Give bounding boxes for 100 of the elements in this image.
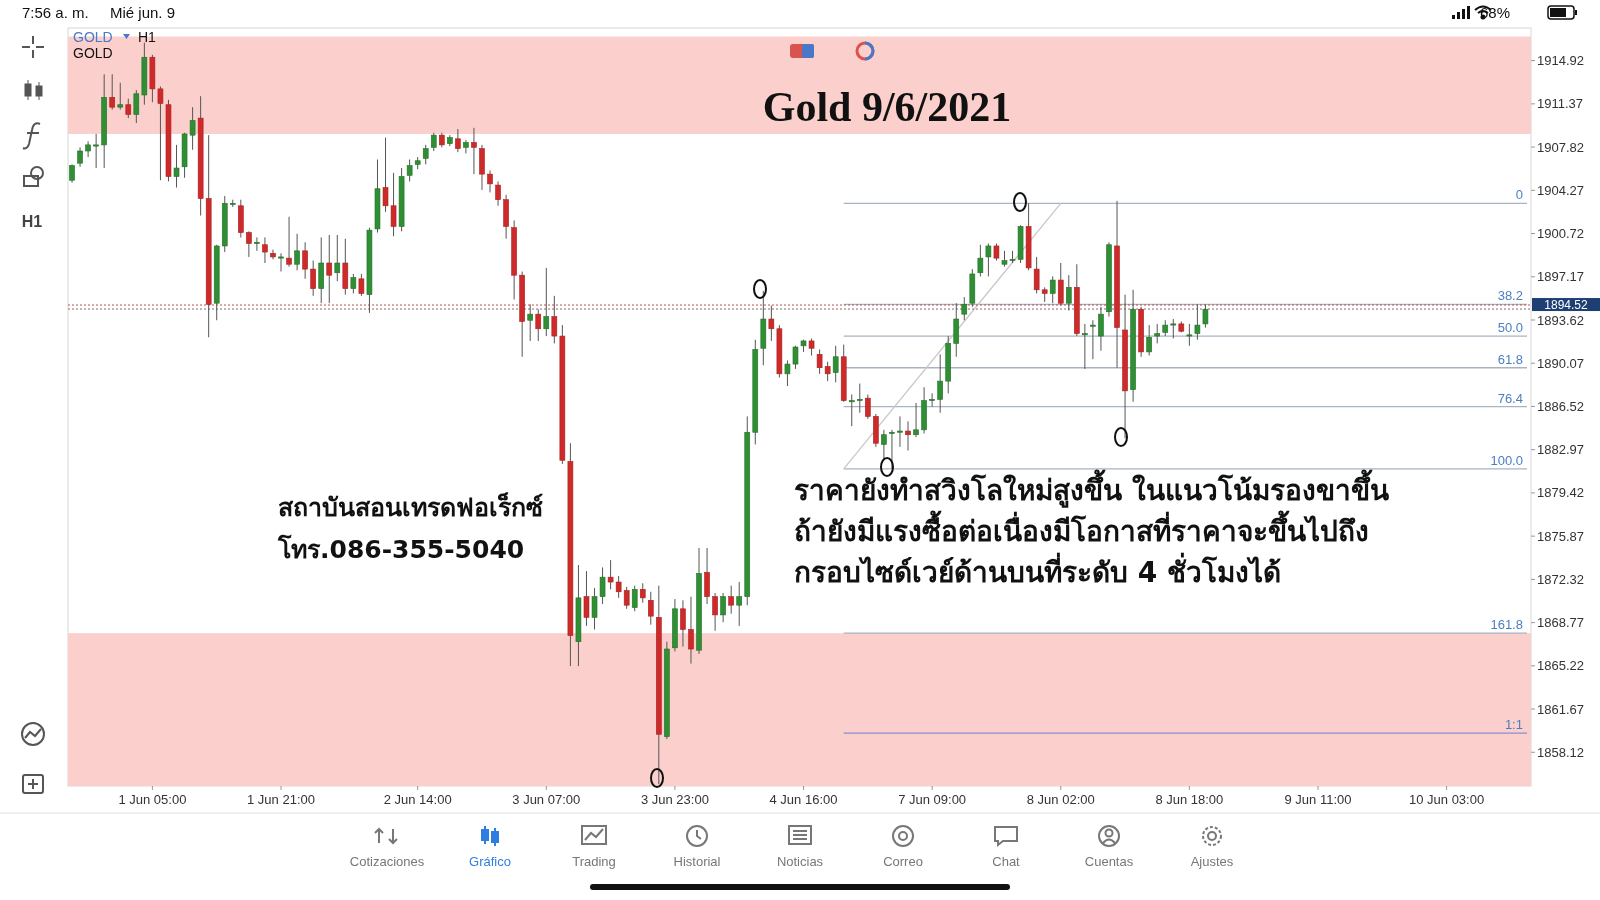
annotation: GOLD: [73, 29, 113, 45]
candlestick: [889, 429, 895, 470]
series-label: 50.0: [1497, 320, 1523, 336]
candlestick: [294, 233, 300, 271]
series-label: 100.0: [1490, 452, 1523, 468]
series-label: 76.4: [1497, 390, 1523, 406]
series-label: 61.8: [1497, 351, 1523, 367]
y-tick-label: 1914.92: [1537, 53, 1584, 69]
text: Mié jun. 9: [110, 4, 176, 21]
y-tick-label: 1900.72: [1537, 226, 1584, 242]
candlestick: [254, 236, 260, 252]
candlestick: [929, 392, 935, 408]
candlestick: [77, 146, 83, 168]
candlestick: [302, 241, 308, 280]
text: Chat: [992, 854, 1021, 869]
y-tick-label: 1890.07: [1537, 355, 1584, 371]
candlestick: [881, 429, 887, 460]
candlestick: [69, 163, 75, 184]
ref-line-label: 1894.52: [1544, 297, 1589, 312]
y-tick-label: 1907.82: [1537, 139, 1584, 155]
series-label: 38.2: [1497, 288, 1523, 304]
candlestick: [350, 273, 357, 294]
candlestick: [639, 582, 646, 604]
candlestick: [286, 216, 292, 268]
x-tick-label: 1 Jun 05:00: [118, 792, 187, 807]
candlestick: [109, 73, 115, 111]
text: Gráfico: [469, 854, 511, 869]
annotation: กรอบไซด์เวย์ด้านบนที่ระดับ 4 ชั่วโมงได้: [794, 552, 1281, 589]
x-tick-label: 4 Jun 16:00: [769, 792, 838, 807]
candlestick: [857, 383, 863, 414]
y-tick-label: 1893.62: [1537, 312, 1584, 328]
candlestick: [865, 394, 871, 420]
candlestick: [832, 345, 839, 383]
y-tick-label: 1897.17: [1537, 269, 1584, 285]
candlestick: [913, 402, 919, 438]
candlestick: [262, 236, 268, 264]
candlestick: [897, 415, 903, 448]
candlestick: [125, 98, 132, 119]
candlestick: [688, 596, 694, 665]
candlestick: [1090, 319, 1096, 360]
x-tick-label: 8 Jun 18:00: [1155, 792, 1224, 807]
candlestick: [310, 260, 316, 297]
x-tick-label: 1 Jun 21:00: [247, 792, 315, 807]
candlestick: [1186, 323, 1193, 347]
y-tick-label: 1875.87: [1537, 528, 1584, 544]
candlestick: [487, 169, 493, 193]
annotation: ราคายังทำสวิงโลใหม่สูงขึ้น ในแนวโน้มรองขาขึ้น: [794, 469, 1389, 508]
candlestick: [631, 585, 638, 612]
candlestick: [712, 592, 718, 632]
y-tick-label: 1858.12: [1537, 744, 1584, 760]
x-tick-label: 10 Jun 03:00: [1409, 792, 1485, 807]
candlestick: [583, 570, 590, 627]
candlestick: [1098, 306, 1104, 352]
series-label: 161.8: [1490, 617, 1523, 633]
candlestick: [535, 308, 542, 342]
candlestick: [1057, 262, 1064, 307]
candlestick: [1082, 323, 1088, 370]
candlestick: [422, 144, 429, 165]
text: Ajustes: [1190, 854, 1234, 869]
y-tick-label: 1861.67: [1537, 701, 1584, 717]
text: Cuentas: [1084, 854, 1134, 869]
annotation: ถ้ายังมีแรงซื้อต่อเนื่องมีโอกาสที่ราคาจะขึ้นไปถึง: [794, 510, 1369, 548]
candlestick: [173, 144, 180, 189]
candlestick: [543, 267, 550, 337]
text: Cotizaciones: [349, 854, 425, 869]
candlestick: [117, 82, 124, 111]
candlestick: [1049, 275, 1056, 304]
candlestick: [1146, 324, 1152, 357]
x-tick-label: 3 Jun 07:00: [512, 792, 581, 807]
y-tick-label: 1865.22: [1537, 658, 1584, 674]
candlestick: [133, 89, 140, 124]
candlestick: [334, 234, 341, 282]
candlestick: [551, 295, 558, 344]
candlestick: [471, 127, 477, 175]
candlestick: [527, 303, 533, 342]
candlestick: [736, 581, 742, 627]
x-tick-label: 7 Jun 09:00: [898, 792, 967, 807]
candlestick: [495, 180, 501, 207]
candlestick: [430, 132, 437, 152]
candlestick: [1170, 318, 1177, 340]
text: H1: [21, 213, 43, 230]
candlestick: [455, 128, 461, 153]
annotation: H1: [138, 29, 157, 45]
y-tick-label: 1882.97: [1537, 442, 1584, 458]
candlestick: [848, 394, 855, 427]
candlestick: [278, 252, 284, 273]
candlestick: [406, 159, 413, 182]
candlestick: [905, 420, 911, 452]
candlestick: [937, 353, 943, 414]
y-tick-label: 1872.32: [1537, 571, 1584, 587]
x-tick-label: 3 Jun 23:00: [640, 792, 709, 807]
series-label: 1:1: [1504, 717, 1523, 733]
candlestick: [463, 139, 469, 154]
candlestick: [680, 599, 686, 648]
candlestick: [623, 586, 630, 610]
candlestick: [961, 296, 968, 321]
annotation: สถาบันสอนเทรดฟอเร็กซ์: [278, 492, 543, 522]
candlestick: [326, 234, 333, 304]
x-tick-label: 8 Jun 02:00: [1026, 792, 1095, 807]
annotation: GOLD: [73, 45, 113, 61]
